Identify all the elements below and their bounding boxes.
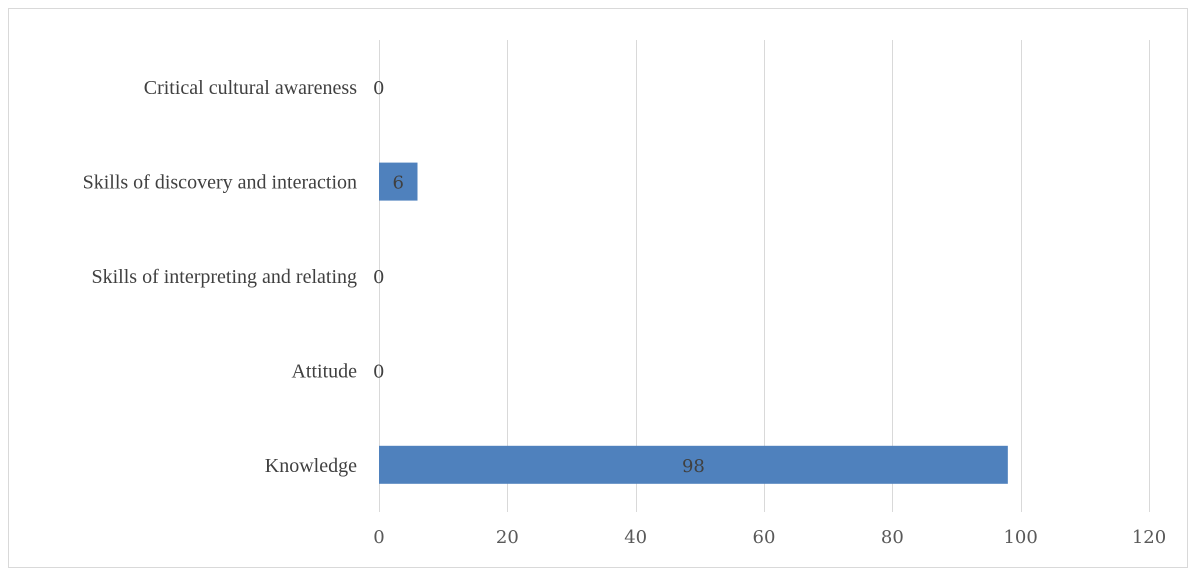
category-labels: Critical cultural awareness Skills of dis… [83, 77, 358, 477]
category-label-skills-of-interpreting-and-relating: Skills of interpreting and relating [92, 266, 358, 288]
x-tick-label-20: 20 [496, 527, 519, 548]
gridlines [379, 40, 1150, 512]
x-tick-label-100: 100 [1003, 527, 1037, 548]
data-label-skills-of-interpreting-and-relating: 0 [373, 267, 384, 288]
bars [379, 162, 1008, 484]
x-tick-label-0: 0 [373, 527, 384, 548]
data-label-attitude: 0 [373, 361, 384, 382]
category-label-skills-of-discovery-and-interaction: Skills of discovery and interaction [83, 172, 357, 194]
bar-skills-of-discovery-and-interaction [379, 162, 418, 201]
data-labels: 0 6 0 0 98 [373, 78, 705, 477]
category-label-knowledge: Knowledge [265, 455, 357, 477]
bar-chart: Critical cultural awareness Skills of dis… [83, 40, 1166, 548]
data-label-knowledge: 98 [682, 456, 705, 477]
x-tick-label-80: 80 [881, 527, 904, 548]
data-label-critical-cultural-awareness: 0 [373, 78, 384, 99]
x-tick-label-60: 60 [753, 527, 776, 548]
category-label-attitude: Attitude [291, 360, 357, 382]
x-tick-label-40: 40 [624, 527, 647, 548]
x-axis-tick-labels: 0 20 40 60 80 100 120 [373, 527, 1166, 548]
x-tick-label-120: 120 [1132, 527, 1166, 548]
category-label-critical-cultural-awareness: Critical cultural awareness [144, 77, 357, 99]
bar-knowledge [379, 445, 1008, 484]
data-label-skills-of-discovery-and-interaction: 6 [393, 173, 404, 194]
